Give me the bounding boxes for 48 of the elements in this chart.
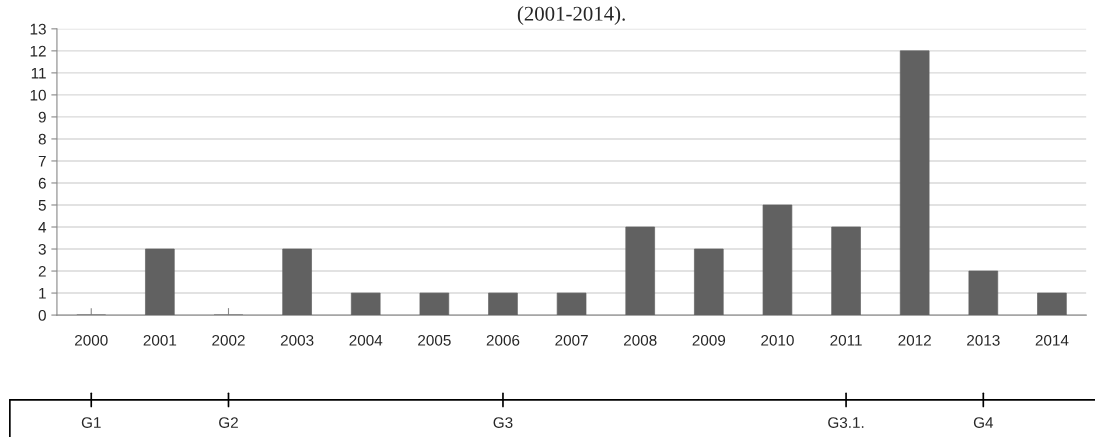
x-tick-label: 2003: [280, 334, 314, 346]
bar: [899, 50, 930, 316]
bar: [282, 248, 312, 316]
bar: [556, 292, 587, 316]
annotation: G3.1.: [828, 417, 864, 428]
x-tick-label: 2013: [967, 334, 1000, 346]
x-tick-label: 2006: [486, 334, 520, 346]
y-tick-label: 7: [38, 155, 46, 167]
x-tick-label: 2008: [623, 334, 657, 346]
y-tick-label: 4: [38, 222, 47, 233]
x-tick-label: 2007: [555, 334, 588, 346]
x-tick-label: 2014: [1035, 334, 1069, 346]
x-tick-label: 2001: [143, 334, 177, 346]
y-tick-label: 1: [39, 288, 46, 299]
annotation: G1: [81, 417, 101, 428]
x-tick-label: 2002: [212, 334, 245, 346]
bar: [488, 292, 518, 316]
x-tick-label: 2009: [692, 334, 726, 346]
bar: [350, 292, 381, 316]
annotation: G3: [493, 417, 513, 428]
bar: [419, 292, 450, 316]
y-tick-label: 8: [38, 133, 46, 145]
chart-title: (2001-2014).: [517, 6, 625, 25]
bar: [831, 226, 861, 316]
x-tick-label: 2012: [898, 334, 931, 346]
bar: [762, 204, 793, 316]
x-tick-label: 2010: [761, 334, 794, 346]
y-tick-label: 9: [38, 111, 46, 123]
x-tick-label: 2005: [418, 334, 451, 346]
y-tick-label: 3: [38, 243, 46, 255]
y-tick-label: 2: [38, 265, 46, 277]
y-tick-label: 6: [38, 177, 46, 189]
y-tick-label: 11: [31, 67, 46, 79]
x-tick-label: 2011: [830, 334, 862, 346]
bar: [1037, 292, 1067, 316]
y-tick-label: 5: [38, 200, 46, 211]
y-tick-label: 12: [30, 45, 46, 57]
y-tick-label: 0: [38, 309, 46, 321]
annotation: G4: [973, 417, 994, 428]
annotation: G2: [219, 417, 238, 428]
x-tick-label: 2004: [349, 334, 383, 346]
x-tick-label: 2000: [75, 334, 108, 346]
bar: [694, 248, 724, 316]
bar: [145, 248, 175, 316]
bar: [625, 226, 655, 316]
y-tick-label: 10: [30, 89, 46, 101]
bar: [968, 270, 999, 316]
y-tick-label: 13: [30, 23, 46, 35]
